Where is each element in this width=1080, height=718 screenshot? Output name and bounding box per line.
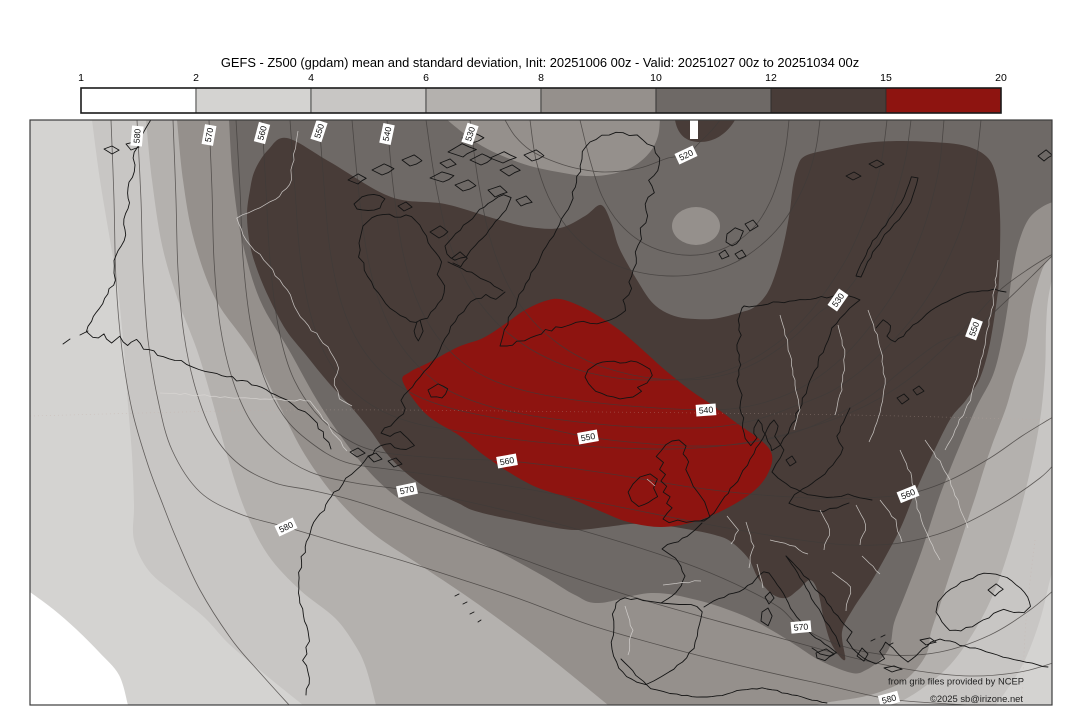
svg-text:550: 550: [967, 320, 981, 337]
svg-text:540: 540: [381, 126, 394, 142]
svg-text:2: 2: [193, 72, 199, 84]
svg-text:550: 550: [580, 431, 596, 443]
svg-text:from grib files provided by NC: from grib files provided by NCEP: [888, 676, 1024, 687]
svg-text:15: 15: [880, 72, 892, 84]
svg-text:8: 8: [538, 72, 544, 84]
svg-text:560: 560: [255, 125, 268, 142]
svg-text:550: 550: [312, 122, 326, 139]
svg-text:GEFS - Z500 (gpdam) mean and s: GEFS - Z500 (gpdam) mean and standard de…: [221, 55, 859, 70]
svg-text:1: 1: [78, 72, 84, 84]
svg-text:530: 530: [463, 125, 477, 142]
svg-text:6: 6: [423, 72, 429, 84]
svg-text:4: 4: [308, 72, 314, 84]
svg-text:20: 20: [995, 72, 1007, 84]
svg-text:10: 10: [650, 72, 662, 84]
svg-text:570: 570: [203, 127, 215, 143]
svg-text:580: 580: [881, 692, 898, 705]
svg-text:580: 580: [131, 128, 142, 143]
svg-text:570: 570: [793, 621, 808, 632]
svg-text:560: 560: [499, 455, 515, 467]
svg-text:570: 570: [399, 484, 415, 497]
svg-text:©2025 sb@irizone.net: ©2025 sb@irizone.net: [930, 693, 1023, 704]
svg-text:12: 12: [765, 72, 777, 84]
svg-text:540: 540: [698, 405, 713, 416]
